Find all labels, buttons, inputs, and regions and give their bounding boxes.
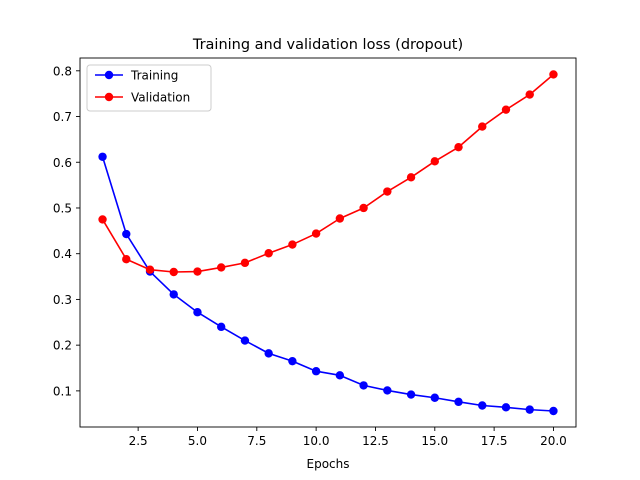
validation-point-epoch-18 — [501, 105, 511, 114]
training-point-epoch-2 — [122, 229, 131, 239]
y-tick-label: 0.8 — [53, 64, 72, 78]
x-tick-label: 20.0 — [540, 434, 567, 448]
chart-title: Training and validation loss (dropout) — [192, 37, 463, 53]
legend-validation-marker — [104, 92, 114, 102]
x-tick-label: 15.0 — [421, 434, 448, 448]
training-point-epoch-12 — [359, 381, 368, 390]
training-point-epoch-7 — [240, 336, 250, 345]
validation-point-epoch-14 — [406, 173, 416, 182]
validation-point-epoch-20 — [549, 70, 558, 79]
y-tick-label: 0.2 — [53, 339, 72, 353]
validation-point-epoch-5 — [193, 267, 202, 276]
x-tick-label: 2.5 — [129, 434, 148, 448]
y-tick-label: 0.5 — [53, 201, 72, 215]
training-point-epoch-11 — [335, 371, 345, 380]
training-point-epoch-8 — [264, 349, 273, 358]
validation-point-epoch-15 — [430, 157, 439, 166]
y-tick-label: 0.3 — [53, 293, 72, 307]
x-tick-label: 5.0 — [188, 434, 207, 448]
training-point-epoch-17 — [478, 401, 487, 410]
validation-point-epoch-7 — [240, 258, 250, 268]
validation-point-epoch-4 — [169, 267, 178, 277]
training-point-epoch-20 — [549, 406, 558, 416]
validation-point-epoch-3 — [145, 265, 155, 274]
x-tick-label: 10.0 — [303, 434, 330, 448]
training-point-epoch-18 — [501, 403, 511, 412]
validation-point-epoch-10 — [311, 229, 321, 238]
x-tick-label: 17.5 — [481, 434, 508, 448]
y-tick-label: 0.1 — [53, 384, 72, 398]
legend-box — [86, 64, 212, 112]
y-tick-label: 0.6 — [53, 156, 72, 170]
plot-frame — [79, 57, 577, 428]
validation-point-epoch-16 — [454, 142, 463, 152]
training-point-epoch-5 — [193, 308, 202, 317]
y-tick-label: 0.7 — [53, 110, 72, 124]
validation-point-epoch-11 — [335, 214, 345, 223]
legend-validation-label: Validation — [131, 91, 190, 105]
training-point-epoch-10 — [311, 367, 321, 376]
validation-point-epoch-9 — [288, 240, 297, 249]
training-point-epoch-1 — [98, 152, 107, 161]
training-point-epoch-6 — [217, 322, 226, 332]
validation-point-epoch-1 — [98, 215, 107, 224]
validation-point-epoch-2 — [122, 254, 131, 264]
x-axis-label: Epochs — [307, 457, 350, 471]
legend-training-label: Training — [130, 69, 178, 83]
y-tick-label: 0.4 — [53, 247, 72, 261]
training-point-epoch-9 — [288, 356, 297, 366]
validation-point-epoch-17 — [478, 122, 487, 131]
validation-point-epoch-6 — [217, 263, 226, 272]
training-point-epoch-14 — [406, 390, 416, 399]
training-point-epoch-16 — [454, 397, 463, 407]
training-point-epoch-4 — [169, 290, 178, 299]
training-point-epoch-19 — [525, 405, 534, 414]
x-tick-label: 7.5 — [247, 434, 266, 448]
x-tick-label: 12.5 — [362, 434, 389, 448]
validation-point-epoch-13 — [383, 187, 392, 196]
validation-point-epoch-8 — [264, 249, 273, 258]
validation-point-epoch-12 — [359, 203, 368, 213]
training-point-epoch-13 — [383, 386, 392, 395]
legend-training-marker — [104, 70, 114, 80]
training-point-epoch-15 — [430, 393, 439, 402]
validation-point-epoch-19 — [525, 90, 534, 99]
